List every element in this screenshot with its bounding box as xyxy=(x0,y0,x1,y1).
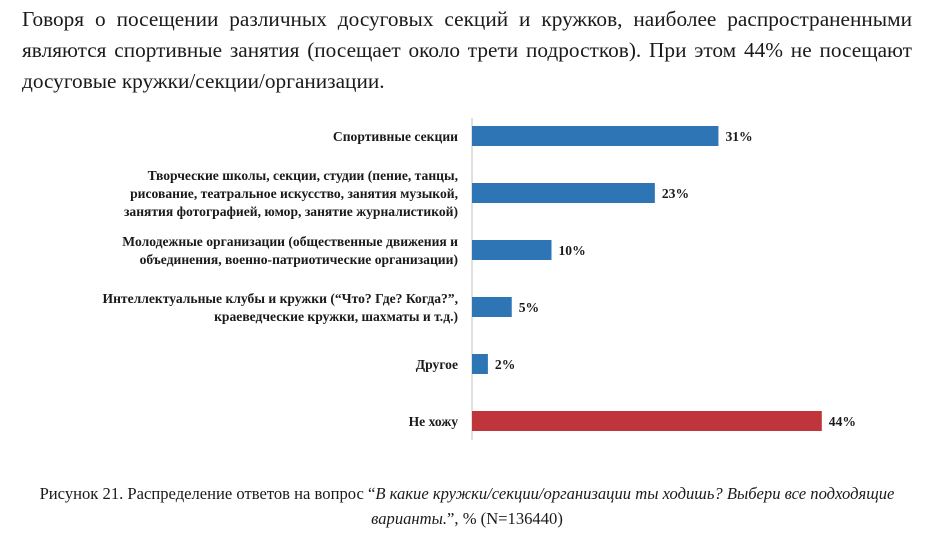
category-label-1: Творческие школы, секции, студии (пение,… xyxy=(124,168,458,220)
value-label-3: 5% xyxy=(519,300,539,315)
category-label-4: Другое xyxy=(416,357,458,372)
value-label-5: 44% xyxy=(829,414,856,429)
category-label-line: Не хожу xyxy=(409,414,459,429)
value-label-4: 2% xyxy=(495,357,515,372)
category-label-line: Творческие школы, секции, студии (пение,… xyxy=(148,168,458,184)
bar-4 xyxy=(472,354,488,374)
category-label-5: Не хожу xyxy=(409,414,459,429)
category-label-line: краеведческие кружки, шахматы и т.д.) xyxy=(214,309,458,325)
category-label-line: Интеллектуальные клубы и кружки (“Что? Г… xyxy=(103,291,459,307)
bar-5 xyxy=(472,411,822,431)
caption-prefix: Рисунок 21. Распределение ответов на воп… xyxy=(39,484,376,503)
figure-caption: Рисунок 21. Распределение ответов на воп… xyxy=(0,481,934,531)
bar-1 xyxy=(472,183,655,203)
category-label-2: Молодежные организации (общественные дви… xyxy=(122,234,458,268)
value-label-0: 31% xyxy=(725,129,752,144)
bar-2 xyxy=(472,240,552,260)
category-label-line: Молодежные организации (общественные дви… xyxy=(122,234,458,250)
category-label-line: Другое xyxy=(416,357,458,372)
category-label-line: рисование, театральное искусство, заняти… xyxy=(130,186,458,201)
value-label-1: 23% xyxy=(662,186,689,201)
category-label-line: Спортивные секции xyxy=(333,129,458,144)
category-label-3: Интеллектуальные клубы и кружки (“Что? Г… xyxy=(103,291,459,325)
intro-paragraph: Говоря о посещении различных досуговых с… xyxy=(22,7,912,93)
category-label-line: объединения, военно-патриотические орган… xyxy=(140,252,458,268)
caption-suffix: ”, % (N=136440) xyxy=(447,509,563,528)
category-label-line: занятия фотографией, юмор, занятие журна… xyxy=(124,204,458,220)
bar-3 xyxy=(472,297,512,317)
caption-question: В какие кружки/секции/организации ты ход… xyxy=(371,484,895,528)
bar-0 xyxy=(472,126,719,146)
category-label-0: Спортивные секции xyxy=(333,129,458,144)
value-label-2: 10% xyxy=(559,243,586,258)
